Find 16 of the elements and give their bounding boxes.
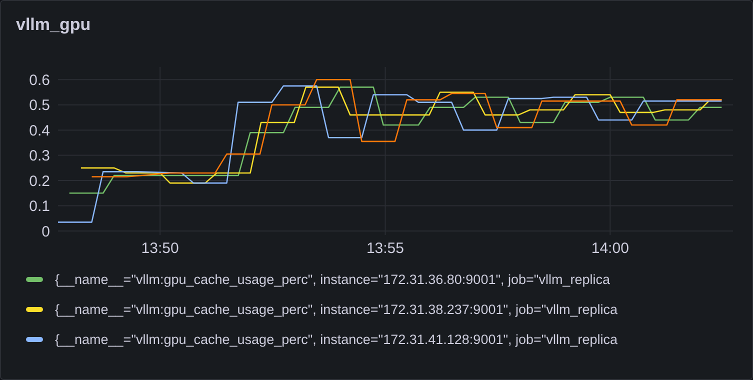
line-series <box>57 85 722 223</box>
legend-label: {__name__="vllm:gpu_cache_usage_perc", instance="172.31.38.237:9001", job="vllm_replica <box>55 302 618 317</box>
x-tick-label: 13:55 <box>366 240 404 257</box>
y-tick-label: 0.2 <box>29 172 50 190</box>
legend-label: {__name__="vllm:gpu_cache_usage_perc", instance="172.31.41.128:9001", job="vllm_replica <box>55 332 618 347</box>
x-tick-label: 14:00 <box>591 240 629 257</box>
y-tick-label: 0 <box>42 223 50 240</box>
y-tick-label: 0.6 <box>29 72 50 89</box>
y-tick-label: 0.1 <box>29 198 50 216</box>
chart-title: vllm_gpu <box>16 15 91 34</box>
y-tick-label: 0.4 <box>29 122 50 140</box>
y-tick-label: 0.5 <box>29 97 50 114</box>
legend-label: {__name__="vllm:gpu_cache_usage_perc", instance="172.31.36.80:9001", job="vllm_replica <box>55 272 610 287</box>
y-tick-label: 0.3 <box>29 148 50 165</box>
x-tick-label: 13:50 <box>141 240 179 257</box>
line-series <box>91 78 722 178</box>
